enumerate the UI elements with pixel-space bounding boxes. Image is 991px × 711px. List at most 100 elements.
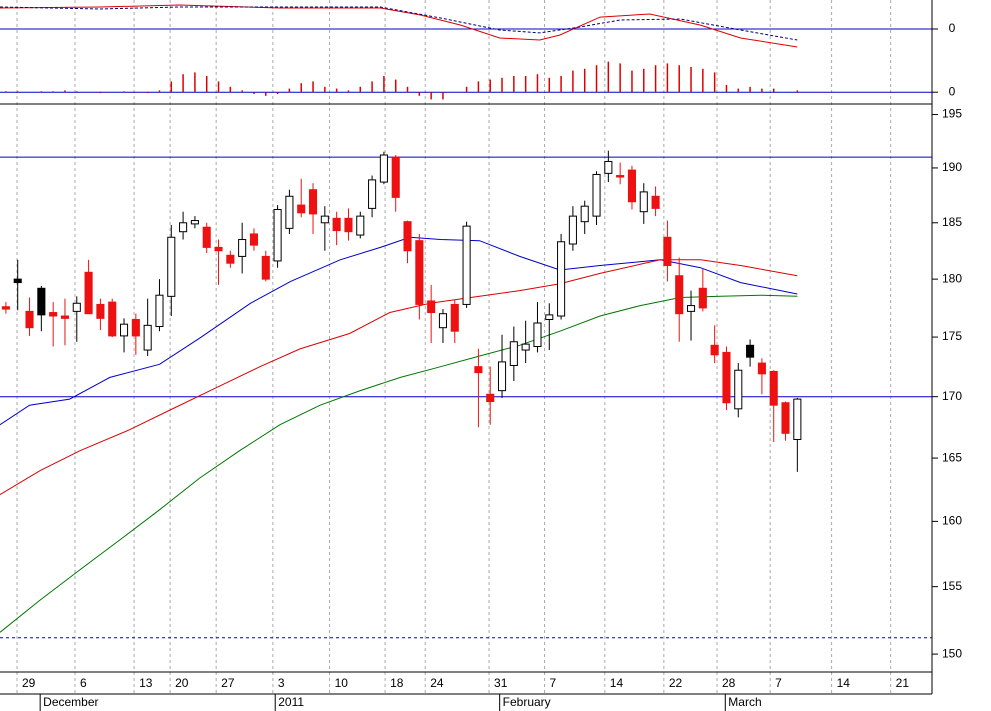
grid-layer [16, 0, 892, 694]
candle-body [119, 323, 129, 337]
candle-body [710, 344, 719, 356]
candle-body [509, 341, 518, 366]
y-tick-label: 170 [942, 389, 962, 403]
x-tick-label: 21 [896, 676, 910, 690]
candle-body [179, 222, 188, 233]
month-label: December [43, 695, 98, 709]
x-tick-label: 22 [669, 676, 683, 690]
x-tick-label: 6 [80, 676, 87, 690]
candle-body [155, 294, 164, 328]
candle-body [37, 287, 46, 316]
x-tick-label: 3 [278, 676, 285, 690]
candle-body [533, 322, 542, 347]
y-tick-label: 190 [942, 160, 962, 174]
y-tick-label: 155 [942, 579, 962, 593]
candle-body [60, 315, 70, 319]
candle-body [202, 226, 211, 248]
candle-body [722, 351, 731, 404]
candle-body [545, 314, 554, 321]
candle-body [438, 313, 448, 329]
candle-body [143, 324, 152, 351]
candle-body [72, 302, 81, 312]
line-series [0, 6, 798, 41]
candle-body [415, 240, 424, 305]
line-series [0, 259, 798, 496]
x-tick-label: 20 [175, 676, 189, 690]
y-tick-label: 180 [942, 271, 962, 285]
line-series [0, 236, 798, 426]
y-tick-label: 175 [942, 329, 962, 343]
candle-body [25, 310, 34, 329]
month-label: 2011 [278, 695, 304, 709]
candle-body [450, 303, 459, 332]
y-tick-label: 185 [942, 215, 962, 229]
x-tick-label: 24 [430, 676, 444, 690]
candle-body [746, 344, 755, 358]
candle-body [285, 195, 294, 229]
candle-body [96, 303, 105, 319]
candle-body [249, 233, 259, 246]
candle-body [698, 287, 707, 309]
candle-body [190, 220, 199, 225]
candle-body [238, 239, 247, 257]
x-tick-label: 7 [550, 676, 557, 690]
y-tick-label: 0 [949, 84, 956, 98]
x-tick-label: 29 [22, 676, 36, 690]
y-tick-label: 150 [942, 646, 962, 660]
x-tick-label: 13 [139, 676, 153, 690]
candle-body [368, 179, 377, 209]
x-tick-label: 28 [722, 676, 736, 690]
y-tick-label: 160 [942, 514, 962, 528]
candle-body [84, 271, 93, 315]
candle-body [462, 225, 471, 305]
candle-body [379, 154, 388, 183]
candle-body [627, 169, 637, 203]
candle-body [497, 361, 507, 392]
x-tick-label: 27 [221, 676, 235, 690]
candle-body [391, 156, 400, 198]
x-tick-label: 14 [610, 676, 624, 690]
y-tick-label: 0 [949, 21, 956, 35]
candle-body [273, 208, 282, 262]
candle-body [320, 215, 329, 224]
candle-body [261, 255, 270, 280]
month-label: March [728, 695, 761, 709]
candle-body [332, 217, 341, 232]
x-tick-label: 18 [390, 676, 404, 690]
candle-body [557, 241, 566, 317]
candle-body [167, 236, 176, 297]
candle-body [651, 195, 660, 209]
x-tick-label: 7 [775, 676, 782, 690]
candle-body [486, 393, 495, 403]
candle-body [580, 205, 589, 223]
candle-body [616, 175, 625, 178]
candle-body [604, 160, 613, 174]
y-tick-label: 195 [942, 107, 962, 121]
line-series [0, 294, 798, 633]
candle-body [474, 366, 483, 374]
candle-body [403, 221, 412, 252]
x-tick-label: 31 [494, 676, 508, 690]
candle-body [131, 319, 140, 337]
line-series [0, 4, 798, 48]
candle-body [1, 306, 10, 310]
candle-body [781, 402, 790, 434]
candle-body [521, 343, 530, 351]
candle-body [663, 236, 672, 266]
candle-body [568, 215, 577, 245]
candle-body [214, 246, 223, 252]
candle-body [793, 398, 802, 440]
candle-body [356, 215, 365, 236]
x-tick-label: 10 [335, 676, 349, 690]
candle-body [675, 275, 684, 315]
candle-body [308, 189, 318, 215]
candle-body [427, 300, 436, 314]
candle-body [769, 370, 778, 406]
y-tick-label: 165 [942, 450, 962, 464]
candle-body [297, 204, 306, 214]
candle-body [226, 254, 235, 264]
candle-body [344, 217, 353, 233]
month-label: February [503, 695, 551, 709]
candle-body [49, 312, 58, 317]
